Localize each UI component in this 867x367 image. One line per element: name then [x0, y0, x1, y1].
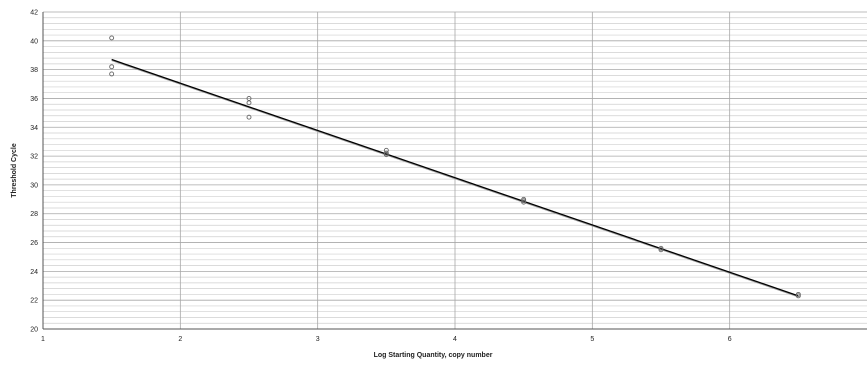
data-point	[383, 150, 389, 156]
fit-line-shadow	[111, 60, 799, 298]
data-point	[109, 64, 115, 70]
y-tick-label: 28	[30, 211, 38, 218]
data-point	[383, 152, 389, 158]
y-tick-label: 42	[30, 10, 38, 17]
y-tick-label: 24	[30, 269, 38, 276]
y-tick-label: 30	[30, 182, 38, 189]
x-tick-label: 5	[590, 336, 594, 343]
x-tick-label: 6	[728, 336, 732, 343]
data-point	[658, 245, 664, 251]
data-point	[246, 100, 252, 106]
data-point	[795, 293, 801, 299]
x-tick-label: 2	[178, 336, 182, 343]
y-axis-title: Threshold Cycle	[11, 143, 18, 198]
x-tick-label: 3	[316, 336, 320, 343]
data-point	[521, 198, 527, 204]
data-point	[109, 71, 115, 77]
y-tick-label: 20	[30, 327, 38, 334]
y-tick-label: 36	[30, 96, 38, 103]
data-point	[795, 291, 801, 297]
x-tick-label: 1	[41, 336, 45, 343]
y-tick-label: 40	[30, 38, 38, 45]
data-point	[521, 199, 527, 205]
x-tick-label: 4	[453, 336, 457, 343]
data-point	[521, 196, 527, 202]
y-tick-label: 26	[30, 240, 38, 247]
x-axis-title: Log Starting Quantity, copy number	[374, 352, 493, 359]
y-tick-label: 38	[30, 67, 38, 74]
data-point	[109, 35, 115, 41]
fit-line	[111, 58, 799, 297]
y-tick-label: 32	[30, 154, 38, 161]
data-point	[658, 247, 664, 253]
data-point	[246, 114, 252, 120]
y-tick-label: 34	[30, 125, 38, 132]
y-tick-label: 22	[30, 298, 38, 305]
